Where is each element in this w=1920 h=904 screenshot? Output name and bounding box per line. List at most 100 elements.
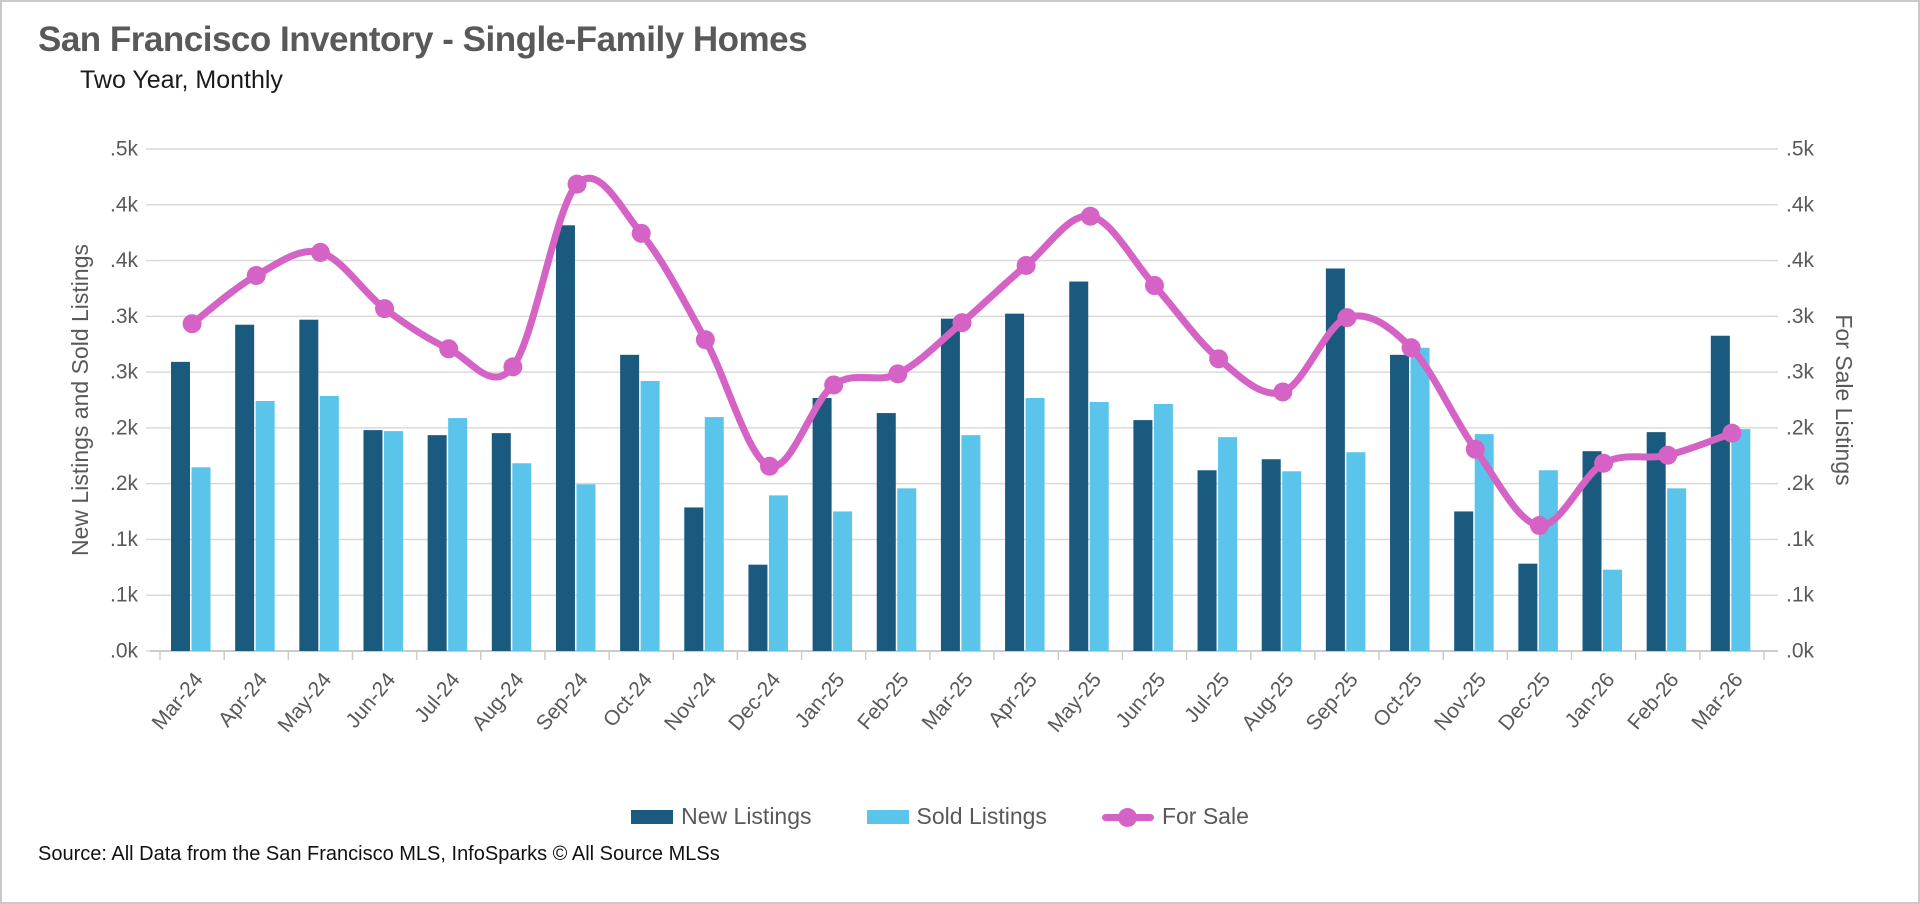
bar-sold-listings [833, 511, 853, 651]
y-axis-label-right: .5k [1786, 138, 1815, 161]
y-axis-label-left: .3k [110, 305, 139, 328]
for-sale-point [1465, 439, 1485, 459]
y-axis-label-right: .1k [1786, 528, 1815, 551]
x-axis-label: Apr-25 [984, 668, 1042, 731]
bar-sold-listings [319, 395, 339, 651]
legend-item-sold-listings: Sold Listings [866, 803, 1047, 830]
y-axis-label-right: .0k [1786, 640, 1815, 663]
for-sale-point [1273, 382, 1293, 402]
for-sale-point [1016, 255, 1036, 275]
x-axis-label: Dec-25 [1494, 668, 1555, 735]
for-sale-point [1337, 308, 1357, 328]
bar-sold-listings [1603, 569, 1623, 651]
y-axis-label-left: .2k [110, 416, 139, 439]
bar-new-listings [748, 564, 768, 651]
for-sale-point [1594, 453, 1614, 473]
for-sale-point [824, 375, 844, 395]
bar-new-listings [812, 397, 832, 651]
new-listings-swatch-icon [631, 809, 674, 824]
for-sale-point [1080, 206, 1100, 226]
bar-new-listings [1646, 432, 1666, 651]
bar-new-listings [1454, 511, 1474, 651]
y-axis-label-left: .1k [110, 584, 139, 607]
bar-new-listings [427, 435, 447, 651]
bar-sold-listings [768, 495, 788, 651]
bar-sold-listings [383, 431, 403, 651]
x-axis-label: Jun-24 [341, 668, 400, 732]
y-axis-label-right: .3k [1786, 305, 1815, 328]
x-axis-label: Oct-24 [599, 668, 657, 731]
for-sale-point [1529, 516, 1549, 535]
legend-label: For Sale [1161, 803, 1249, 829]
bar-sold-listings [1089, 402, 1109, 651]
bar-sold-listings [1731, 429, 1751, 651]
for-sale-point [439, 339, 459, 359]
bar-new-listings [1325, 268, 1345, 651]
for-sale-point [1209, 349, 1229, 369]
for-sale-point [888, 364, 908, 384]
bar-sold-listings [1538, 470, 1558, 651]
x-axis-label: Aug-24 [468, 668, 529, 735]
for-sale-point [246, 266, 266, 286]
bar-new-listings [1518, 563, 1538, 651]
y-axis-label-left: .4k [110, 249, 139, 272]
y-axis-label-left: .0k [110, 640, 139, 663]
x-axis-label: Nov-24 [660, 668, 721, 735]
x-axis-label: Apr-24 [214, 668, 272, 731]
bar-new-listings [363, 430, 383, 651]
page-title: San Francisco Inventory - Single-Family … [38, 20, 808, 59]
for-sale-point [1658, 445, 1678, 465]
bar-sold-listings [255, 401, 275, 651]
bar-new-listings [1133, 420, 1153, 651]
x-axis-label: Sep-25 [1302, 668, 1363, 735]
for-sale-point [375, 299, 395, 319]
bar-new-listings [235, 324, 255, 651]
bar-sold-listings [1410, 347, 1430, 651]
page-subtitle: Two Year, Monthly [80, 66, 283, 94]
x-axis-label: Feb-26 [1623, 668, 1683, 734]
bar-sold-listings [704, 417, 724, 651]
legend-item-for-sale: For Sale [1101, 803, 1249, 830]
chart-legend: New Listings Sold Listings For Sale [0, 803, 1880, 830]
for-sale-point [310, 242, 330, 262]
bar-new-listings [299, 319, 319, 651]
bar-sold-listings [1218, 437, 1238, 651]
y-axis-label-right: .3k [1786, 361, 1815, 384]
x-axis-label: Dec-24 [724, 668, 785, 735]
bar-new-listings [1261, 459, 1281, 651]
bar-sold-listings [1667, 488, 1687, 651]
legend-item-new-listings: New Listings [631, 803, 812, 830]
for-sale-point [631, 223, 651, 243]
bar-sold-listings [897, 488, 917, 651]
left-axis-title: New Listings and Sold Listings [67, 244, 93, 556]
x-axis-label: May-24 [274, 668, 337, 737]
bar-new-listings [1390, 354, 1410, 651]
legend-label: New Listings [681, 803, 812, 829]
bar-sold-listings [576, 484, 596, 651]
y-axis-label-right: .2k [1786, 472, 1815, 495]
y-axis-label-right: .2k [1786, 416, 1815, 439]
x-axis-label: May-25 [1044, 668, 1107, 736]
y-axis-label-right: .1k [1786, 584, 1815, 607]
bar-new-listings [1582, 451, 1602, 651]
for-sale-point [760, 456, 780, 476]
bar-sold-listings [961, 435, 981, 651]
y-axis-label-left: .1k [110, 528, 139, 551]
bar-new-listings [1069, 281, 1089, 651]
bar-sold-listings [448, 418, 468, 651]
for-sale-point [1144, 276, 1164, 296]
x-axis-label: Mar-25 [917, 668, 977, 734]
right-axis-title: For Sale Listings [1831, 314, 1857, 485]
bar-new-listings [876, 413, 896, 651]
bar-new-listings [1197, 470, 1217, 651]
y-axis-label-left: .3k [110, 361, 139, 384]
x-axis-label: Mar-24 [148, 668, 209, 734]
bar-sold-listings [512, 463, 532, 651]
bar-new-listings [555, 225, 575, 651]
bar-new-listings [171, 361, 190, 651]
bar-new-listings [620, 354, 640, 651]
bar-new-listings [491, 433, 511, 651]
for-sale-point [1401, 338, 1421, 358]
